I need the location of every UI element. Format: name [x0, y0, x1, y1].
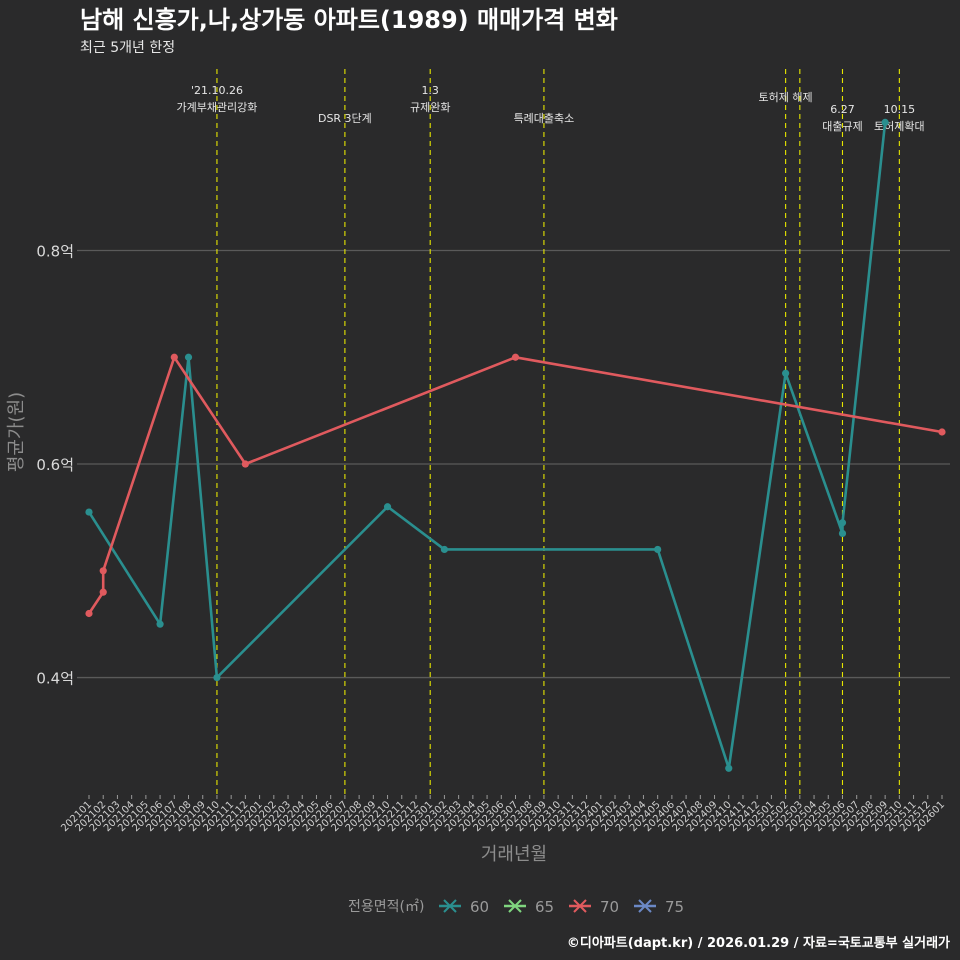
event-label: 특례대출축소 [514, 112, 575, 125]
data-point [782, 369, 790, 377]
y-tick-label: 0.4억 [36, 670, 74, 688]
y-tick-label: 0.6억 [36, 456, 74, 474]
legend-label: 70 [600, 898, 619, 916]
data-point [85, 609, 93, 618]
data-point [938, 428, 946, 436]
event-label: DSR 3단계 [318, 112, 372, 125]
legend-key-cross [508, 899, 522, 913]
data-point [170, 353, 178, 361]
chart-subtitle: 최근 5개년 한정 [80, 40, 175, 56]
data-point [213, 673, 221, 682]
data-point [241, 460, 249, 468]
data-point [184, 353, 193, 361]
legend-key-cross [573, 899, 587, 913]
series-70 [85, 353, 946, 618]
event-label: '21.10.26 [191, 84, 243, 97]
legend-item-70: 70 [569, 898, 619, 916]
data-point [838, 529, 847, 538]
legend-label: 60 [470, 898, 489, 916]
legend-label: 75 [665, 898, 684, 916]
data-point [511, 353, 520, 361]
y-axis-title: 평균가(원) [6, 392, 27, 472]
legend-key-cross [443, 899, 457, 913]
event-label: 가계부채관리강화 [176, 101, 257, 114]
event-label: 대출규제 [822, 120, 862, 133]
legend-title: 전용면적(㎡) [348, 899, 424, 915]
legend-item-75: 75 [634, 898, 684, 916]
x-axis-title: 거래년월 [481, 844, 547, 865]
legend-item-65: 65 [504, 898, 554, 916]
y-axis-ticks: 0.4억 0.6억 0.8억 [36, 243, 74, 688]
caption: ©디아파트(dapt.kr) / 2026.01.29 / 자료=국토교통부 실… [567, 935, 950, 951]
event-label: 규제완화 [410, 101, 450, 114]
data-point [99, 588, 107, 596]
data-point [881, 118, 889, 126]
data-point [156, 620, 164, 628]
data-point [440, 545, 449, 554]
grid-lines [77, 249, 950, 679]
data-point [85, 508, 93, 516]
legend-label: 65 [535, 898, 554, 916]
data-point [838, 519, 847, 527]
data-point [654, 545, 662, 554]
data-point [725, 764, 733, 772]
legend: 전용면적(㎡) 60 65 70 75 [348, 898, 684, 916]
chart-title: 남해 신흥가,나,상가동 아파트(1989) 매매가격 변화 [80, 6, 618, 34]
event-label: 토허제 해제 [759, 90, 813, 104]
data-point [383, 503, 392, 511]
event-label: 1.3 [421, 84, 439, 97]
series-line [87, 122, 887, 770]
x-axis-ticks: 2021012021022021032021042021052021062021… [59, 795, 947, 834]
event-label: 10.15 [884, 103, 916, 116]
data-point [99, 567, 107, 575]
y-tick-label: 0.8억 [36, 243, 74, 261]
legend-item-60: 60 [439, 898, 489, 916]
data-series [85, 118, 946, 772]
event-label: 6.27 [830, 103, 855, 116]
legend-key-cross [638, 899, 652, 913]
series-60 [85, 118, 889, 772]
